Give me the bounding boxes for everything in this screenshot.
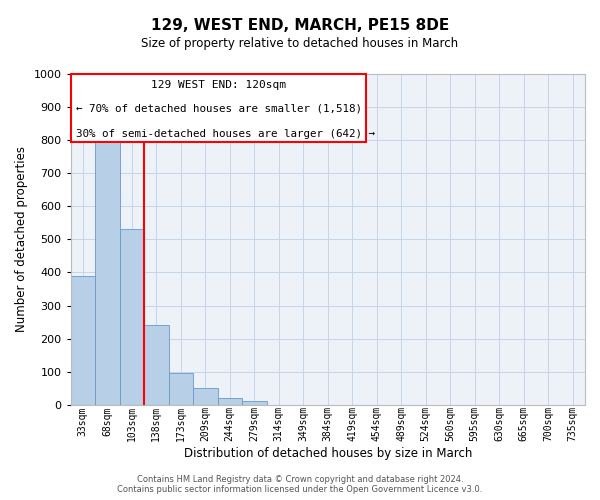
Bar — [95, 131, 119, 405]
Text: Contains HM Land Registry data © Crown copyright and database right 2024.: Contains HM Land Registry data © Crown c… — [137, 475, 463, 484]
Text: 30% of semi-detached houses are larger (642) →: 30% of semi-detached houses are larger (… — [76, 128, 375, 138]
Bar — [71, 276, 95, 405]
Y-axis label: Number of detached properties: Number of detached properties — [15, 146, 28, 332]
Text: 129, WEST END, MARCH, PE15 8DE: 129, WEST END, MARCH, PE15 8DE — [151, 18, 449, 32]
Text: Contains public sector information licensed under the Open Government Licence v3: Contains public sector information licen… — [118, 485, 482, 494]
X-axis label: Distribution of detached houses by size in March: Distribution of detached houses by size … — [184, 447, 472, 460]
Bar — [169, 374, 193, 405]
Text: 129 WEST END: 120sqm: 129 WEST END: 120sqm — [151, 80, 286, 90]
Bar — [144, 326, 169, 405]
Text: Size of property relative to detached houses in March: Size of property relative to detached ho… — [142, 38, 458, 51]
Bar — [242, 401, 266, 405]
Bar — [119, 230, 144, 405]
Bar — [218, 398, 242, 405]
Text: ← 70% of detached houses are smaller (1,518): ← 70% of detached houses are smaller (1,… — [76, 104, 362, 114]
FancyBboxPatch shape — [71, 74, 367, 142]
Bar — [193, 388, 218, 405]
